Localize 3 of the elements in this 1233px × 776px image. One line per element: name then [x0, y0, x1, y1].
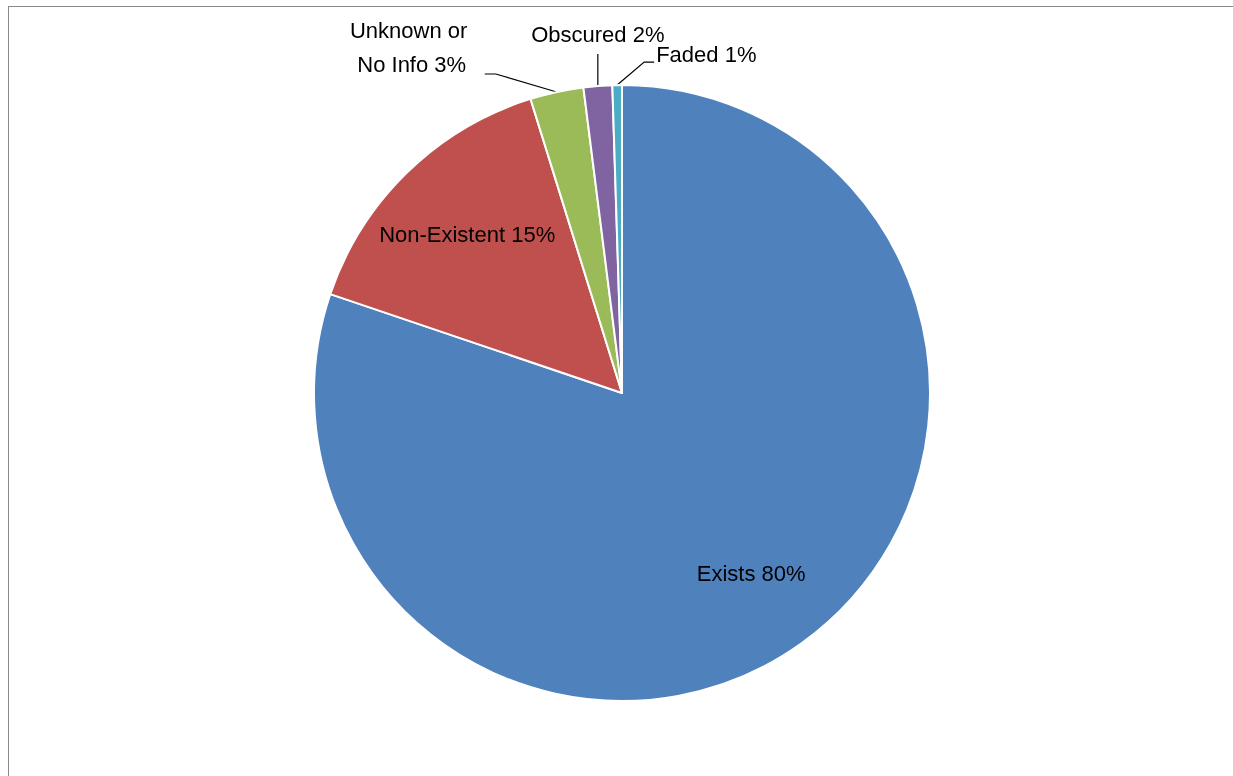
slice-label: Exists 80%: [696, 560, 806, 586]
slice-label: Unknown or No Info 3%: [349, 17, 474, 77]
slice-label: Non-Existent 15%: [379, 221, 556, 247]
